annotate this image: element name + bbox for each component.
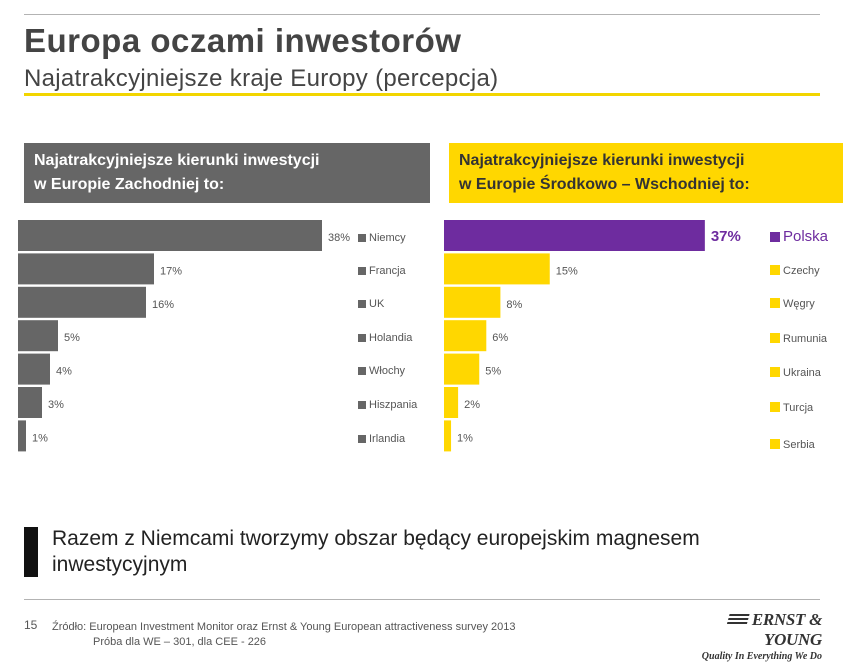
value-label: 15%: [556, 265, 578, 277]
value-label: 6%: [492, 332, 508, 344]
legend-label: Holandia: [369, 332, 413, 344]
tagline: Razem z Niemcami tworzymy obszar będący …: [52, 527, 700, 576]
value-label: 2%: [464, 399, 480, 411]
legend-swatch: [358, 267, 366, 275]
legend-swatch: [358, 367, 366, 375]
bar-francja: [18, 253, 154, 285]
legend-swatch: [358, 435, 366, 443]
legend-swatch: [770, 439, 780, 449]
legend-swatch: [770, 333, 780, 343]
bar-turcja: [444, 387, 459, 418]
accent-divider: [24, 93, 820, 96]
value-label: 5%: [64, 332, 80, 344]
legend-swatch: [358, 234, 366, 242]
value-label: 5%: [485, 366, 501, 378]
bar-niemcy: [18, 220, 322, 251]
legend-label: Rumunia: [783, 333, 828, 345]
bar-hiszpania: [18, 387, 42, 418]
page-title: Europa oczami inwestorów: [24, 22, 462, 59]
tagline-marker: [24, 527, 38, 577]
west-header-line2: w Europie Zachodniej to:: [34, 176, 225, 193]
legend-label: Niemcy: [369, 232, 406, 244]
legend-label: UK: [369, 298, 385, 310]
legend-swatch: [358, 334, 366, 342]
source-line1: Źródło: European Investment Monitor oraz…: [52, 621, 516, 633]
bar-polska: [444, 220, 705, 251]
west-europe-panel-header: Najatrakcyjniejsze kierunki inwestycji w…: [24, 143, 430, 203]
legend-label: Francja: [369, 265, 407, 277]
bar-włochy: [18, 353, 50, 385]
legend-swatch: [358, 300, 366, 308]
value-label: 8%: [506, 299, 522, 311]
cee-header-line1: Najatrakcyjniejsze kierunki inwestycji: [459, 152, 745, 169]
cee-panel-header: Najatrakcyjniejsze kierunki inwestycji w…: [449, 143, 843, 203]
legend-swatch: [770, 265, 780, 275]
legend-label: Ukraina: [783, 367, 822, 379]
logo-name: ERNST & YOUNG: [751, 610, 822, 649]
value-label: 3%: [48, 399, 64, 411]
logo-mark-icon: [726, 614, 750, 626]
bar-irlandia: [18, 420, 26, 452]
page-number: 15: [24, 618, 38, 632]
legend-label: Węgry: [783, 298, 815, 310]
bottom-divider: [24, 599, 820, 600]
value-label: 37%: [711, 228, 741, 245]
value-label: 4%: [56, 366, 72, 378]
source-note: Źródło: European Investment Monitor oraz…: [52, 620, 516, 650]
legend-label: Czechy: [783, 265, 820, 277]
legend-label: Hiszpania: [369, 399, 418, 411]
value-label: 17%: [160, 265, 182, 277]
legend-swatch: [770, 367, 780, 377]
ernst-young-logo: ERNST & YOUNG Quality In Everything We D…: [672, 610, 823, 662]
bar-ukraina: [444, 353, 480, 385]
bar-serbia: [444, 420, 452, 452]
legend-swatch: [770, 298, 780, 308]
bar-holandia: [18, 320, 58, 352]
legend-label: Turcja: [783, 402, 814, 414]
cee-header-line2: w Europie Środkowo – Wschodniej to:: [459, 176, 750, 193]
cee-bar-chart: 37% Polska 15% Czechy 8% Węgry 6% Rumunia 5% Ukra…: [444, 220, 829, 452]
value-label: 1%: [32, 432, 48, 444]
top-divider: [24, 14, 820, 15]
bar-uk: [18, 286, 146, 318]
source-line2: Próba dla WE – 301, dla CEE - 226: [93, 636, 267, 648]
value-label: 38%: [328, 232, 350, 244]
legend-label: Włochy: [369, 365, 406, 377]
value-label: 16%: [152, 299, 174, 311]
west-header-line1: Najatrakcyjniejsze kierunki inwestycji: [34, 152, 320, 169]
bar-czechy: [444, 253, 550, 285]
legend-swatch: [770, 232, 780, 242]
bar-rumunia: [444, 320, 487, 352]
legend-label: Irlandia: [369, 433, 406, 445]
value-label: 1%: [457, 432, 473, 444]
page-subtitle: Najatrakcyjniejsze kraje Europy (percepc…: [24, 65, 499, 92]
legend-swatch: [770, 402, 780, 412]
west-europe-bar-chart: 38% Niemcy 17% Francja 16% UK 5% Holandia 4% Włoc…: [18, 220, 418, 452]
legend-label: Polska: [783, 228, 829, 245]
legend-swatch: [358, 401, 366, 409]
bar-węgry: [444, 286, 501, 318]
legend-label: Serbia: [783, 439, 816, 451]
